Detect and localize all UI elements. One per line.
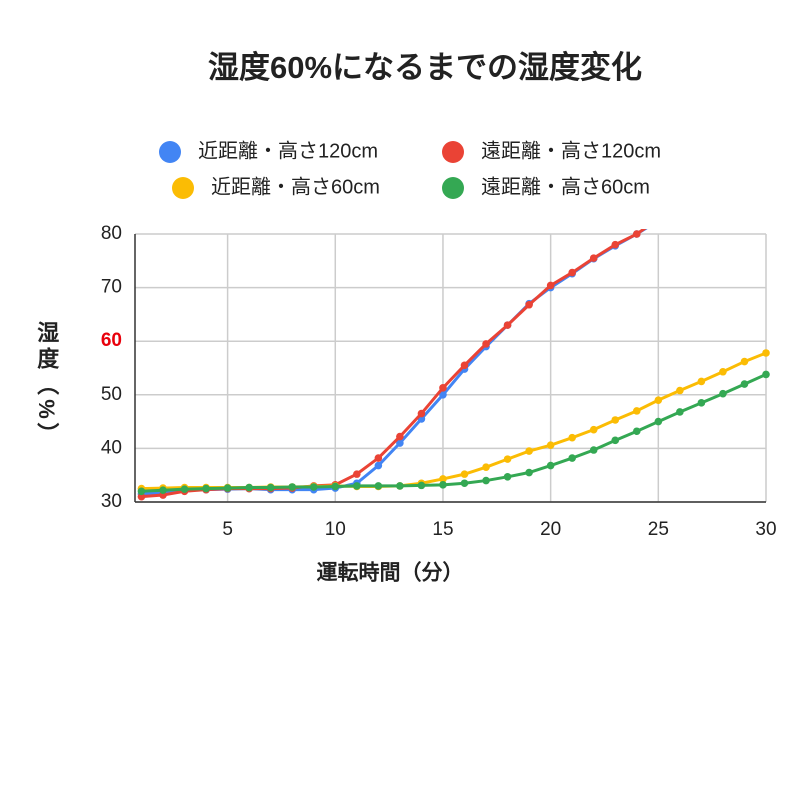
chart-title: 湿度60%になるまでの湿度変化 [208,50,642,85]
data-point [180,485,189,493]
data-point [654,417,663,426]
data-point [309,483,318,491]
legend-label: 遠距離・高さ120cm [481,139,661,162]
data-point [740,357,749,366]
data-point [439,384,447,392]
data-point [676,408,684,416]
data-point [417,481,426,490]
legend-marker [442,141,464,163]
data-point [568,268,576,277]
data-point [396,482,404,490]
data-point [632,230,641,238]
data-point [525,447,533,455]
data-point [353,470,361,478]
data-point [525,468,533,477]
y-tick-label: 40 [101,437,122,458]
data-point [654,396,663,404]
x-tick-label: 20 [540,519,561,540]
data-point [460,361,469,370]
x-tick-label: 15 [432,519,453,540]
data-point [762,370,770,379]
data-point [503,473,512,481]
data-point [417,409,426,418]
legend-marker [442,177,464,199]
data-point [611,416,620,424]
data-point [396,432,404,441]
y-tick-label: 60 [101,330,122,351]
y-axis-label: 湿度（%） [34,321,59,449]
data-point [374,454,383,462]
grid [134,233,767,503]
data-point [353,482,361,490]
data-point [568,454,576,462]
data-point [503,455,512,463]
data-point [482,476,490,485]
data-point [482,463,490,471]
data-point [460,470,469,478]
data-point [676,386,684,395]
data-point [374,482,383,490]
legend-label: 遠距離・高さ60cm [481,175,650,198]
y-tick-label: 70 [101,277,122,298]
x-tick-label: 10 [325,519,346,540]
data-point [460,479,469,488]
data-point [525,300,533,309]
data-point [762,349,770,357]
data-point [697,377,706,386]
plot [137,229,770,501]
data-point [740,380,749,388]
data-point [546,441,555,449]
legend-label: 近距離・高さ60cm [211,175,380,198]
data-point [503,321,512,329]
legend-marker [172,177,194,199]
data-point [266,483,275,492]
y-tick-label: 30 [101,491,122,512]
data-point [439,475,447,483]
y-tick-label: 80 [101,223,122,244]
data-point [632,427,641,436]
data-point [396,439,404,447]
data-point [202,484,210,493]
data-point [137,487,146,496]
data-point [137,492,146,501]
data-point [159,486,167,495]
x-tick-label: 25 [648,519,669,540]
data-point [589,446,598,454]
data-point [589,254,598,262]
x-axis-label: 運転時間（分） [317,561,464,585]
data-point [719,367,727,376]
data-point [223,484,232,492]
data-point [611,436,620,445]
data-point [546,281,555,290]
data-point [245,483,253,492]
data-point [439,481,447,489]
data-point [719,389,727,398]
y-tick-label: 50 [101,384,122,405]
data-point [546,461,555,470]
data-point [439,391,447,399]
data-point [589,425,598,434]
x-tick-label: 5 [222,519,233,540]
legend-label: 近距離・高さ120cm [198,139,378,162]
data-point [374,461,383,470]
data-point [632,407,641,415]
legend-marker [159,141,181,163]
data-point [482,340,490,348]
data-point [288,483,297,491]
x-tick-label: 30 [755,519,776,540]
data-point [568,433,576,442]
data-point [331,482,340,491]
labels: 30 40 50 60 70 80 5 10 15 20 25 30 近距離・高さ120cm 遠距離・高さ… [101,139,777,540]
data-point [697,399,706,407]
data-point [611,240,620,249]
